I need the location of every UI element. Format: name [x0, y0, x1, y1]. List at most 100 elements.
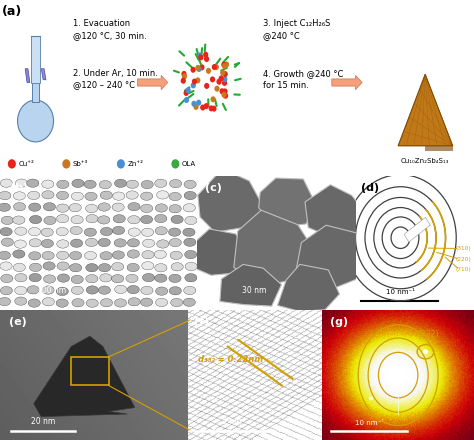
Circle shape: [112, 226, 125, 235]
Circle shape: [170, 251, 182, 260]
Circle shape: [13, 250, 25, 258]
Circle shape: [155, 204, 167, 212]
Circle shape: [126, 191, 138, 199]
Circle shape: [13, 192, 26, 200]
Circle shape: [222, 63, 227, 69]
Polygon shape: [398, 74, 453, 146]
Circle shape: [70, 251, 82, 260]
Circle shape: [29, 238, 41, 247]
Circle shape: [171, 215, 183, 224]
Polygon shape: [41, 69, 46, 80]
Circle shape: [15, 179, 27, 187]
Circle shape: [156, 240, 169, 248]
Circle shape: [0, 297, 11, 306]
Text: 30 nm: 30 nm: [242, 286, 266, 295]
Circle shape: [206, 68, 211, 74]
Circle shape: [214, 86, 219, 92]
Circle shape: [198, 55, 203, 60]
Circle shape: [156, 191, 169, 199]
Circle shape: [222, 88, 228, 95]
Polygon shape: [259, 178, 316, 228]
Circle shape: [143, 239, 155, 247]
Circle shape: [62, 159, 71, 169]
Circle shape: [43, 203, 55, 211]
Circle shape: [84, 251, 97, 260]
Circle shape: [128, 228, 140, 236]
Circle shape: [70, 264, 82, 272]
Circle shape: [184, 191, 196, 200]
Circle shape: [169, 192, 181, 201]
Circle shape: [126, 274, 138, 282]
Circle shape: [184, 238, 196, 246]
Circle shape: [128, 202, 140, 211]
Circle shape: [168, 228, 181, 236]
Circle shape: [117, 159, 125, 169]
Circle shape: [56, 227, 68, 236]
Circle shape: [18, 100, 54, 142]
Circle shape: [214, 64, 219, 70]
Circle shape: [15, 286, 27, 295]
Circle shape: [98, 203, 110, 211]
Circle shape: [100, 191, 112, 199]
Circle shape: [15, 227, 27, 235]
Circle shape: [27, 179, 39, 187]
Circle shape: [154, 250, 166, 259]
Circle shape: [191, 101, 197, 107]
Circle shape: [99, 264, 111, 272]
Circle shape: [27, 286, 39, 294]
Text: (332): (332): [418, 330, 439, 339]
Circle shape: [28, 203, 41, 211]
Circle shape: [222, 76, 228, 82]
Text: (g): (g): [330, 317, 348, 326]
Text: Sb⁺³: Sb⁺³: [73, 161, 88, 167]
Text: 100 nm: 100 nm: [36, 286, 66, 295]
Circle shape: [211, 106, 217, 112]
Circle shape: [112, 203, 124, 211]
Circle shape: [84, 180, 96, 188]
Circle shape: [0, 262, 12, 270]
Circle shape: [71, 286, 83, 294]
Circle shape: [71, 275, 83, 284]
Circle shape: [185, 274, 197, 282]
Circle shape: [185, 216, 197, 224]
Circle shape: [155, 287, 168, 295]
Circle shape: [29, 263, 42, 271]
Circle shape: [223, 93, 228, 99]
Circle shape: [222, 80, 227, 86]
Circle shape: [191, 67, 196, 73]
Circle shape: [395, 372, 401, 378]
Polygon shape: [404, 217, 430, 242]
Circle shape: [128, 297, 140, 306]
Circle shape: [113, 215, 125, 223]
Circle shape: [57, 262, 69, 270]
Circle shape: [86, 275, 98, 283]
Circle shape: [42, 251, 54, 260]
Circle shape: [155, 227, 167, 235]
Circle shape: [0, 203, 10, 212]
Circle shape: [0, 251, 10, 260]
Circle shape: [369, 396, 373, 400]
FancyArrow shape: [332, 75, 362, 90]
Circle shape: [128, 250, 139, 258]
Circle shape: [169, 205, 181, 213]
Circle shape: [142, 262, 154, 270]
Circle shape: [0, 227, 12, 236]
Circle shape: [42, 191, 54, 199]
Circle shape: [13, 216, 25, 224]
Circle shape: [86, 286, 99, 294]
Circle shape: [217, 79, 222, 85]
Circle shape: [127, 180, 138, 188]
Circle shape: [204, 56, 209, 62]
Circle shape: [1, 238, 13, 246]
Circle shape: [100, 227, 113, 236]
Circle shape: [69, 203, 82, 212]
Circle shape: [183, 204, 195, 212]
Circle shape: [141, 180, 153, 189]
Circle shape: [169, 286, 182, 295]
Circle shape: [71, 239, 82, 247]
Text: 20 nm: 20 nm: [31, 417, 55, 426]
Circle shape: [98, 286, 110, 294]
Circle shape: [57, 274, 70, 282]
Circle shape: [100, 252, 112, 260]
Circle shape: [196, 66, 201, 72]
